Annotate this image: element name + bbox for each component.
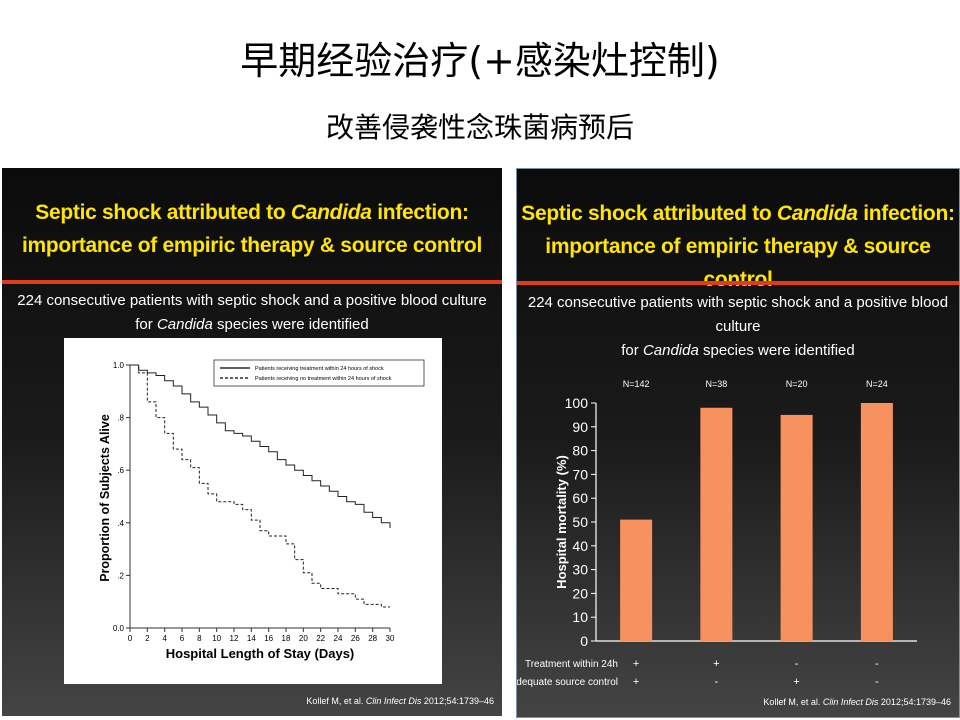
- mortality-row-value: +: [713, 658, 719, 670]
- survival-x-tick-label: 14: [247, 634, 256, 643]
- mortality-bar: [780, 414, 813, 641]
- legend-label-untreated: Patients receiving no treatment within 2…: [255, 376, 392, 382]
- survival-x-tick-label: 26: [351, 634, 360, 643]
- survival-x-tick-label: 22: [316, 634, 325, 643]
- survival-x-tick-label: 18: [282, 634, 291, 643]
- survival-x-tick-label: 10: [212, 634, 221, 643]
- mortality-row-value: -: [875, 676, 879, 688]
- mortality-row-value: +: [633, 658, 639, 670]
- survival-y-tick-label: .6: [117, 466, 124, 475]
- mortality-row-value: +: [793, 676, 799, 688]
- survival-legend: Patients receiving treatment within 24 h…: [213, 359, 425, 387]
- mortality-bar: [700, 407, 733, 641]
- survival-y-tick-label: 0.0: [113, 624, 125, 633]
- survival-x-tick-label: 12: [230, 634, 239, 643]
- survival-x-tick-label: 2: [145, 634, 150, 643]
- survival-curve-treated: [130, 364, 391, 529]
- red-divider: [2, 280, 502, 284]
- mortality-category-label: N=142: [623, 379, 650, 389]
- mortality-row-value: +: [633, 676, 639, 688]
- survival-x-tick-label: 28: [368, 634, 377, 643]
- mortality-y-tick-label: 70: [572, 466, 588, 482]
- panel-title: Septic shock attributed to Candida infec…: [521, 202, 955, 291]
- survival-y-tick-label: .8: [117, 414, 124, 423]
- survival-x-tick-label: 0: [128, 634, 133, 643]
- mortality-y-tick-label: 60: [572, 490, 588, 506]
- legend-label-treated: Patients receiving treatment within 24 h…: [255, 366, 384, 372]
- panel-title: Septic shock attributed to Candida infec…: [22, 201, 482, 257]
- mortality-row-value: -: [795, 658, 799, 670]
- survival-x-tick-label: 4: [162, 634, 167, 643]
- survival-chart: 0.0.2.4.6.81.0 0 2 4 6 8 10 12 14 16 18 20 22 24 26 28…: [98, 359, 425, 661]
- mortality-y-tick-label: 30: [572, 562, 588, 578]
- mortality-y-tick-label: 0: [580, 633, 588, 649]
- survival-y-tick-label: .2: [117, 571, 124, 580]
- red-divider: [517, 281, 959, 285]
- mortality-chart: 0 10 20 30 40 50 60 70 80 90 100 N=142 N=38 N=20 N=24…: [517, 379, 917, 688]
- survival-x-tick-label: 16: [264, 634, 273, 643]
- mortality-y-tick-label: 10: [572, 609, 588, 625]
- mortality-row-label: Treatment within 24h: [525, 659, 618, 670]
- survival-chart-box: 0.0.2.4.6.8 1.0 0 2 4 6 8 10 12 14 16 18 20 22 24 26 28…: [64, 338, 442, 684]
- survival-x-tick-label: 6: [180, 634, 185, 643]
- citation: Kollef M, et al. Clin Infect Dis 2012;54…: [306, 696, 494, 706]
- survival-y-tick-label: .4: [117, 519, 124, 528]
- mortality-y-tick-label: 100: [565, 395, 589, 411]
- mortality-row-value: -: [715, 676, 719, 688]
- mortality-bar: [860, 403, 893, 641]
- mortality-y-tick-label: 90: [572, 419, 588, 435]
- citation: Kollef M, et al. Clin Infect Dis 2012;54…: [763, 697, 951, 707]
- survival-curve-untreated: [130, 364, 390, 608]
- panel-description: 224 consecutive patients with septic sho…: [527, 294, 949, 359]
- mortality-y-axis-label: Hospital mortality (%): [554, 455, 569, 589]
- mortality-y-tick-label: 50: [572, 514, 588, 530]
- mortality-panel: Septic shock attributed to Candida infec…: [516, 168, 960, 718]
- survival-x-axis-label: Hospital Length of Stay (Days): [166, 646, 355, 661]
- panel-description: 224 consecutive patients with septic sho…: [17, 292, 487, 333]
- mortality-row-label: Adequate source control: [517, 677, 618, 688]
- slide-subtitle: 改善侵袭性念珠菌病预后: [325, 111, 634, 144]
- mortality-y-tick-label: 80: [572, 443, 588, 459]
- mortality-row-value: -: [875, 658, 879, 670]
- mortality-bar: [620, 519, 653, 641]
- mortality-category-label: N=38: [705, 379, 727, 389]
- survival-y-tick-label: 1.0: [113, 361, 125, 370]
- survival-panel: Septic shock attributed to Candida infec…: [2, 168, 502, 716]
- survival-y-axis-label: Proportion of Subjects Alive: [98, 414, 112, 582]
- slide-title: 早期经验治疗(+感染灶控制): [240, 39, 720, 83]
- mortality-y-tick-label: 40: [572, 538, 588, 554]
- survival-x-tick-label: 24: [334, 634, 343, 643]
- survival-x-tick-label: 8: [197, 634, 202, 643]
- survival-x-tick-label: 20: [299, 634, 308, 643]
- mortality-category-label: N=24: [866, 379, 888, 389]
- survival-x-tick-label: 30: [386, 634, 395, 643]
- mortality-y-tick-label: 20: [572, 585, 588, 601]
- mortality-category-label: N=20: [786, 379, 808, 389]
